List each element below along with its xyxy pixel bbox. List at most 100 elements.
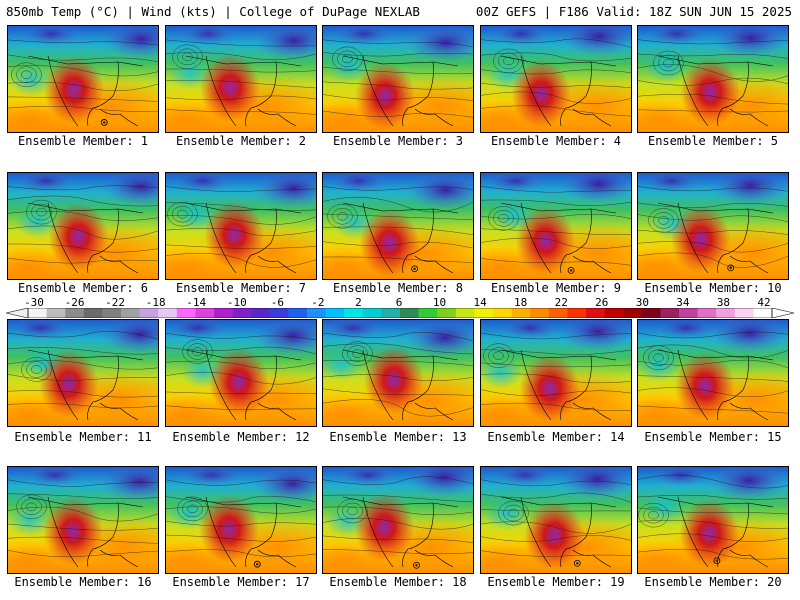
ensemble-member-map xyxy=(7,466,159,574)
colorbar-swatch xyxy=(232,308,252,318)
colorbar-tick-label: 6 xyxy=(395,296,403,309)
ensemble-member-map xyxy=(165,319,317,427)
ensemble-member-map xyxy=(322,25,474,133)
ensemble-member-label: Ensemble Member: 14 xyxy=(487,430,625,444)
temperature-field-map xyxy=(166,173,316,279)
colorbar-swatch xyxy=(734,308,754,318)
colorbar-swatch xyxy=(437,308,457,318)
colorbar-tick-label: 38 xyxy=(716,296,731,309)
ensemble-member-map xyxy=(480,466,632,574)
ensemble-member-label: Ensemble Member: 6 xyxy=(17,281,149,295)
colorbar-swatch xyxy=(288,308,308,318)
temperature-field-map xyxy=(638,320,788,426)
colorbar-swatch xyxy=(716,308,736,318)
ensemble-member-map xyxy=(7,172,159,280)
colorbar-swatch xyxy=(121,308,140,318)
ensemble-member-map xyxy=(7,25,159,133)
colorbar-swatch xyxy=(604,308,624,318)
colorbar-swatch xyxy=(511,308,531,318)
colorbar-left-arrow xyxy=(6,308,29,318)
colorbar-swatch xyxy=(548,308,568,318)
temperature-colorbar xyxy=(6,308,794,318)
colorbar-swatch xyxy=(530,308,550,318)
colorbar-tick-label: 22 xyxy=(554,296,568,309)
ensemble-member-label: Ensemble Member: 2 xyxy=(175,134,307,148)
ensemble-member-label: Ensemble Member: 11 xyxy=(14,430,152,444)
temperature-field-map xyxy=(8,173,158,279)
ensemble-member-map xyxy=(7,319,159,427)
colorbar-swatch xyxy=(474,308,494,318)
ensemble-member-map xyxy=(165,172,317,280)
ensemble-member-map xyxy=(165,466,317,574)
colorbar-tick-label: -26 xyxy=(64,296,85,309)
colorbar-swatch xyxy=(176,308,196,318)
temperature-field-map xyxy=(481,173,631,279)
colorbar-tick-label: -10 xyxy=(226,296,247,309)
colorbar-swatch xyxy=(307,308,326,318)
colorbar-swatch xyxy=(251,308,271,318)
colorbar-swatch xyxy=(493,308,512,318)
ensemble-member-map xyxy=(480,319,632,427)
colorbar-swatch xyxy=(28,308,47,318)
temperature-field-map xyxy=(638,467,788,573)
temperature-field-map xyxy=(166,320,316,426)
ensemble-member-label: Ensemble Member: 4 xyxy=(490,134,622,148)
colorbar-tick-label: -30 xyxy=(24,296,44,309)
temperature-field-map xyxy=(638,26,788,132)
colorbar-swatch xyxy=(344,308,364,318)
colorbar-swatch xyxy=(623,308,643,318)
ensemble-member-label: Ensemble Member: 15 xyxy=(644,430,782,444)
temperature-field-map xyxy=(8,26,158,132)
temperature-field-map xyxy=(638,173,788,279)
ensemble-member-label: Ensemble Member: 13 xyxy=(329,430,467,444)
ensemble-member-map xyxy=(480,172,632,280)
ensemble-member-map xyxy=(637,172,789,280)
temperature-field-map xyxy=(323,467,473,573)
temperature-field-map xyxy=(481,320,631,426)
colorbar-swatch xyxy=(679,308,698,318)
colorbar-swatch xyxy=(753,308,773,318)
temperature-field-map xyxy=(323,26,473,132)
colorbar-swatch xyxy=(400,308,419,318)
ensemble-member-map xyxy=(165,25,317,133)
colorbar-swatch xyxy=(102,308,122,318)
ensemble-member-map xyxy=(322,172,474,280)
colorbar-swatch xyxy=(418,308,438,318)
ensemble-member-map xyxy=(637,466,789,574)
colorbar-tick-label: -2 xyxy=(311,296,325,309)
colorbar-tick-label: -14 xyxy=(186,296,207,309)
colorbar-tick-label: 34 xyxy=(676,296,690,309)
ensemble-member-label: Ensemble Member: 7 xyxy=(175,281,307,295)
colorbar-swatch xyxy=(214,308,233,318)
colorbar-swatch xyxy=(641,308,661,318)
colorbar-swatch xyxy=(455,308,475,318)
colorbar-swatch xyxy=(139,308,159,318)
temperature-field-map xyxy=(481,467,631,573)
colorbar-tick-label: 42 xyxy=(757,296,771,309)
ensemble-member-label: Ensemble Member: 16 xyxy=(14,575,152,589)
ensemble-member-label: Ensemble Member: 1 xyxy=(17,134,149,148)
ensemble-member-label: Ensemble Member: 20 xyxy=(644,575,782,589)
temperature-field-map xyxy=(166,26,316,132)
ensemble-member-label: Ensemble Member: 3 xyxy=(332,134,464,148)
colorbar-swatch xyxy=(660,308,680,318)
colorbar-tick-label: -6 xyxy=(270,296,284,309)
temperature-field-map xyxy=(481,26,631,132)
colorbar-tick-label: 26 xyxy=(595,296,609,309)
ensemble-member-label: Ensemble Member: 18 xyxy=(329,575,467,589)
colorbar-swatch xyxy=(697,308,717,318)
colorbar-tick-label: 18 xyxy=(514,296,528,309)
ensemble-member-map xyxy=(480,25,632,133)
ensemble-member-label: Ensemble Member: 19 xyxy=(487,575,625,589)
colorbar-swatch xyxy=(362,308,382,318)
ensemble-member-label: Ensemble Member: 5 xyxy=(647,134,779,148)
colorbar-tick-label: 10 xyxy=(432,296,447,309)
colorbar-swatch xyxy=(269,308,289,318)
temperature-field-map xyxy=(166,467,316,573)
colorbar-tick-label: 30 xyxy=(635,296,649,309)
colorbar-swatch xyxy=(381,308,401,318)
colorbar-swatch xyxy=(158,308,178,318)
colorbar-swatch xyxy=(586,308,605,318)
colorbar-swatch xyxy=(325,308,345,318)
ensemble-member-map xyxy=(637,319,789,427)
